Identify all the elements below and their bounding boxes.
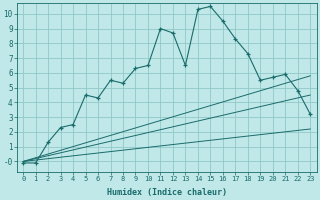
X-axis label: Humidex (Indice chaleur): Humidex (Indice chaleur): [107, 188, 227, 197]
